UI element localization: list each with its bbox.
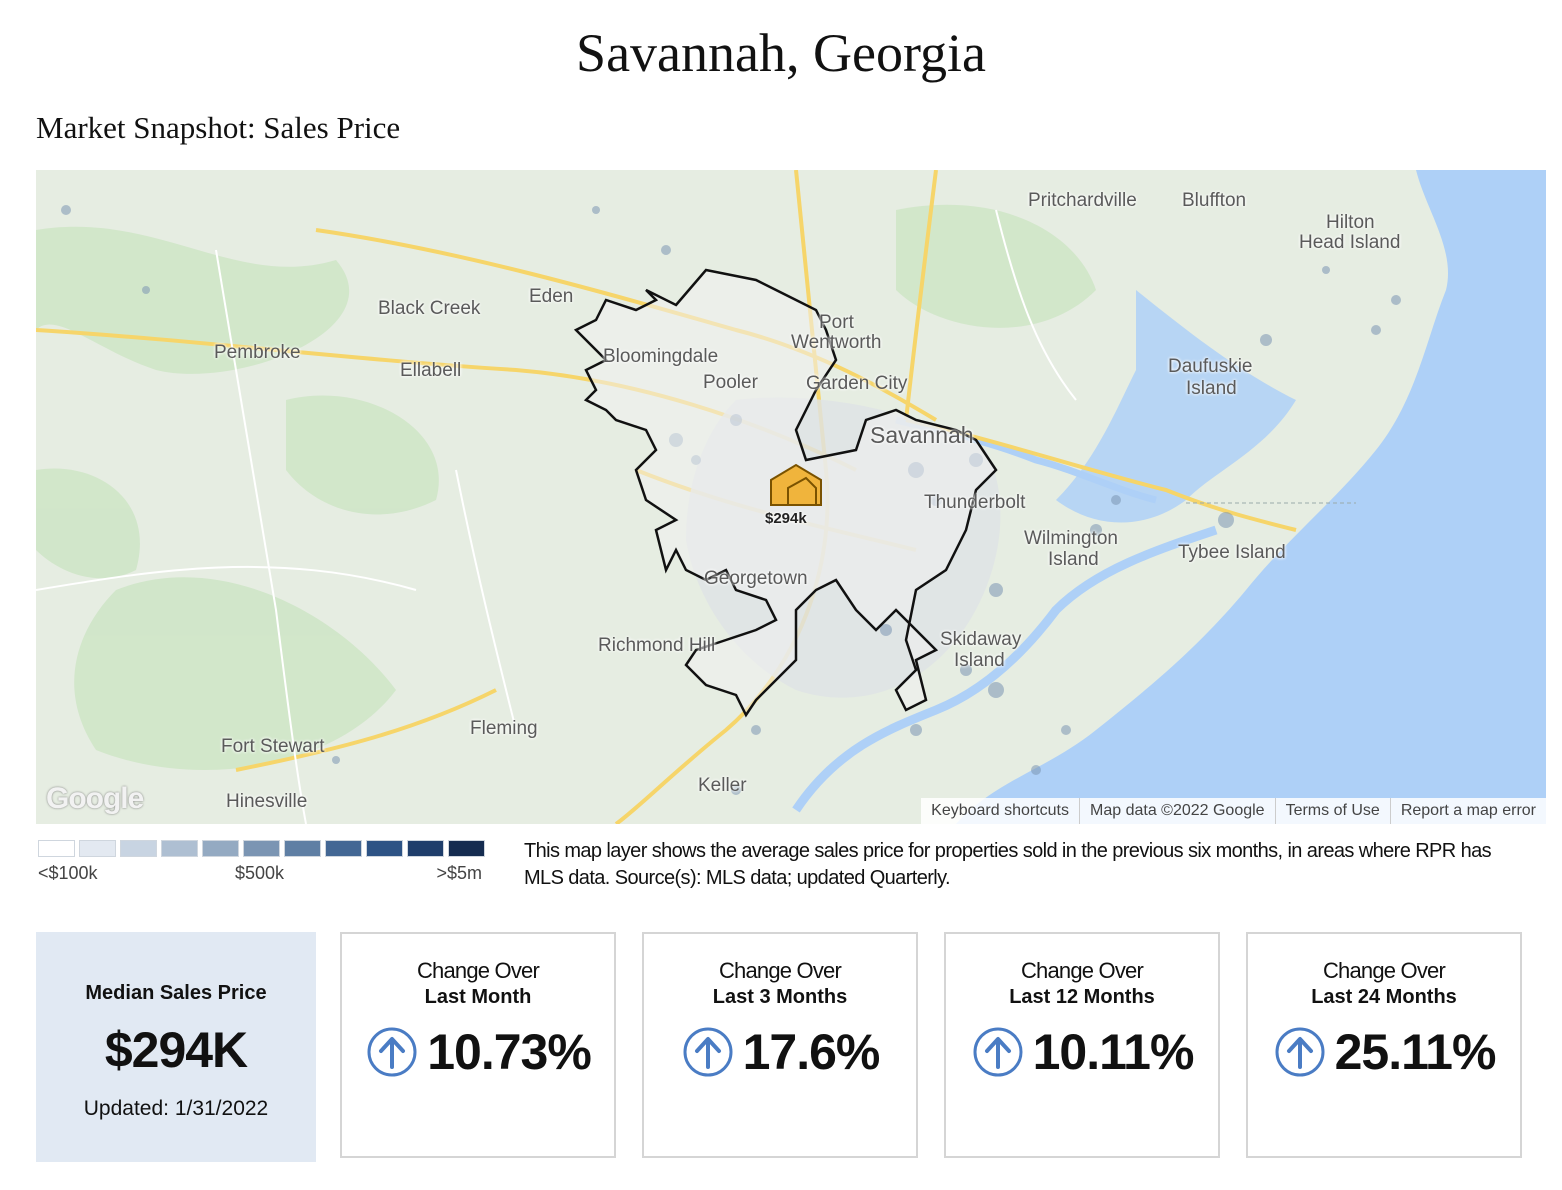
map-label-eden: Eden (529, 286, 574, 307)
change-card-period: Last 24 Months (1311, 986, 1457, 1008)
sales-price-map[interactable]: Pritchardville Bluffton Hilton Head Isla… (36, 170, 1546, 824)
change-card-value: 25.11% (1334, 1024, 1497, 1080)
change-card-value: 10.11% (1032, 1024, 1195, 1080)
legend-label-high: >$5m (436, 863, 482, 883)
map-label-ellabell: Ellabell (400, 360, 462, 381)
google-logo: Google (46, 782, 144, 815)
minor-roads (36, 209, 1077, 824)
map-label-thunderbolt: Thunderbolt (924, 492, 1026, 513)
change-card-last-24-months: Change Over Last 24 Months 25.11% (1246, 932, 1522, 1158)
arrow-up-circle-icon (683, 1027, 733, 1077)
legend-swatch (38, 840, 75, 857)
map-data-credit: Map data ©2022 Google (1079, 798, 1275, 824)
sound-water (1056, 290, 1296, 523)
change-card-last-month: Change Over Last Month 10.73% (340, 932, 616, 1158)
legend-swatch (243, 840, 280, 857)
map-label-port-wentworth-2: Wentworth (791, 332, 882, 353)
map-label-hilton-head-2: Head Island (1299, 232, 1401, 253)
change-card-heading: Change Over (1020, 958, 1144, 983)
map-label-bloomingdale: Bloomingdale (603, 346, 719, 367)
map-label-black-creek: Black Creek (378, 298, 481, 319)
legend-swatch (161, 840, 198, 857)
map-label-pooler: Pooler (703, 372, 758, 393)
map-label-wilmington-1: Wilmington (1024, 528, 1118, 549)
legend-swatch (120, 840, 157, 857)
change-card-value: 17.6% (742, 1024, 881, 1080)
arrow-up-circle-icon (1275, 1027, 1325, 1077)
map-label-fort-stewart: Fort Stewart (221, 736, 325, 757)
legend-swatch (284, 840, 321, 857)
change-card-heading: Change Over (416, 958, 540, 983)
map-label-hilton-head-1: Hilton (1326, 212, 1375, 233)
legend-label-low: <$100k (38, 863, 98, 883)
arrow-up-circle-icon (973, 1027, 1023, 1077)
legend-label-mid: $500k (235, 863, 285, 883)
map-label-daufuskie-2: Island (1186, 378, 1237, 399)
terms-of-use-link[interactable]: Terms of Use (1274, 798, 1390, 824)
map-label-wilmington-2: Island (1048, 549, 1099, 570)
map-label-pritchardville: Pritchardville (1028, 190, 1137, 211)
change-card-period: Last 12 Months (1009, 986, 1155, 1008)
page-title: Savannah, Georgia (576, 23, 986, 83)
map-label-skidaway-2: Island (954, 650, 1005, 671)
map-label-daufuskie-1: Daufuskie (1168, 356, 1253, 377)
map-description: This map layer shows the average sales p… (524, 840, 1492, 889)
price-legend: <$100k $500k >$5m (38, 840, 485, 887)
change-card-last-3-months: Change Over Last 3 Months 17.6% (642, 932, 918, 1158)
legend-swatch (79, 840, 116, 857)
map-label-bluffton: Bluffton (1182, 190, 1247, 211)
report-map-error-link[interactable]: Report a map error (1389, 798, 1546, 824)
map-label-skidaway-1: Skidaway (940, 629, 1022, 650)
keyboard-shortcuts-link[interactable]: Keyboard shortcuts (931, 802, 1069, 819)
legend-swatch (325, 840, 362, 857)
change-card-period: Last Month (424, 986, 532, 1008)
map-label-port-wentworth-1: Port (819, 312, 854, 333)
legend-swatch (366, 840, 403, 857)
legend-swatches (38, 840, 485, 857)
map-label-georgetown: Georgetown (704, 568, 808, 589)
change-card-last-12-months: Change Over Last 12 Months 10.11% (944, 932, 1220, 1158)
map-label-savannah: Savannah (870, 422, 974, 448)
home-marker-icon (770, 463, 822, 506)
map-label-fleming: Fleming (470, 718, 538, 739)
section-subtitle: Market Snapshot: Sales Price (36, 110, 401, 145)
legend-swatch (448, 840, 485, 857)
median-label: Median Sales Price (85, 982, 267, 1004)
map-label-pembroke: Pembroke (214, 342, 301, 363)
map-label-keller: Keller (698, 775, 747, 796)
map-label-richmond-hill: Richmond Hill (598, 635, 716, 656)
change-card-heading: Change Over (718, 958, 842, 983)
map-canvas[interactable] (36, 170, 1546, 824)
median-value: $294K (104, 1022, 248, 1078)
median-sales-price-card: Median Sales Price $294K Updated: 1/31/2… (36, 932, 316, 1162)
ocean (956, 170, 1546, 824)
median-updated: Updated: 1/31/2022 (83, 1097, 269, 1120)
change-card-period: Last 3 Months (712, 986, 848, 1008)
legend-labels: <$100k $500k >$5m (38, 863, 482, 887)
map-attribution-bar: Keyboard shortcuts Map data ©2022 Google… (921, 798, 1546, 824)
legend-swatch (202, 840, 239, 857)
legend-swatch (407, 840, 444, 857)
map-label-hinesville: Hinesville (226, 791, 308, 812)
arrow-up-circle-icon (367, 1027, 417, 1077)
change-card-value: 10.73% (427, 1024, 592, 1080)
change-card-heading: Change Over (1322, 958, 1446, 983)
map-label-garden-city: Garden City (806, 373, 908, 394)
map-label-tybee: Tybee Island (1178, 542, 1286, 563)
map-marker-price[interactable]: $294k (765, 510, 807, 527)
river (792, 525, 1218, 813)
